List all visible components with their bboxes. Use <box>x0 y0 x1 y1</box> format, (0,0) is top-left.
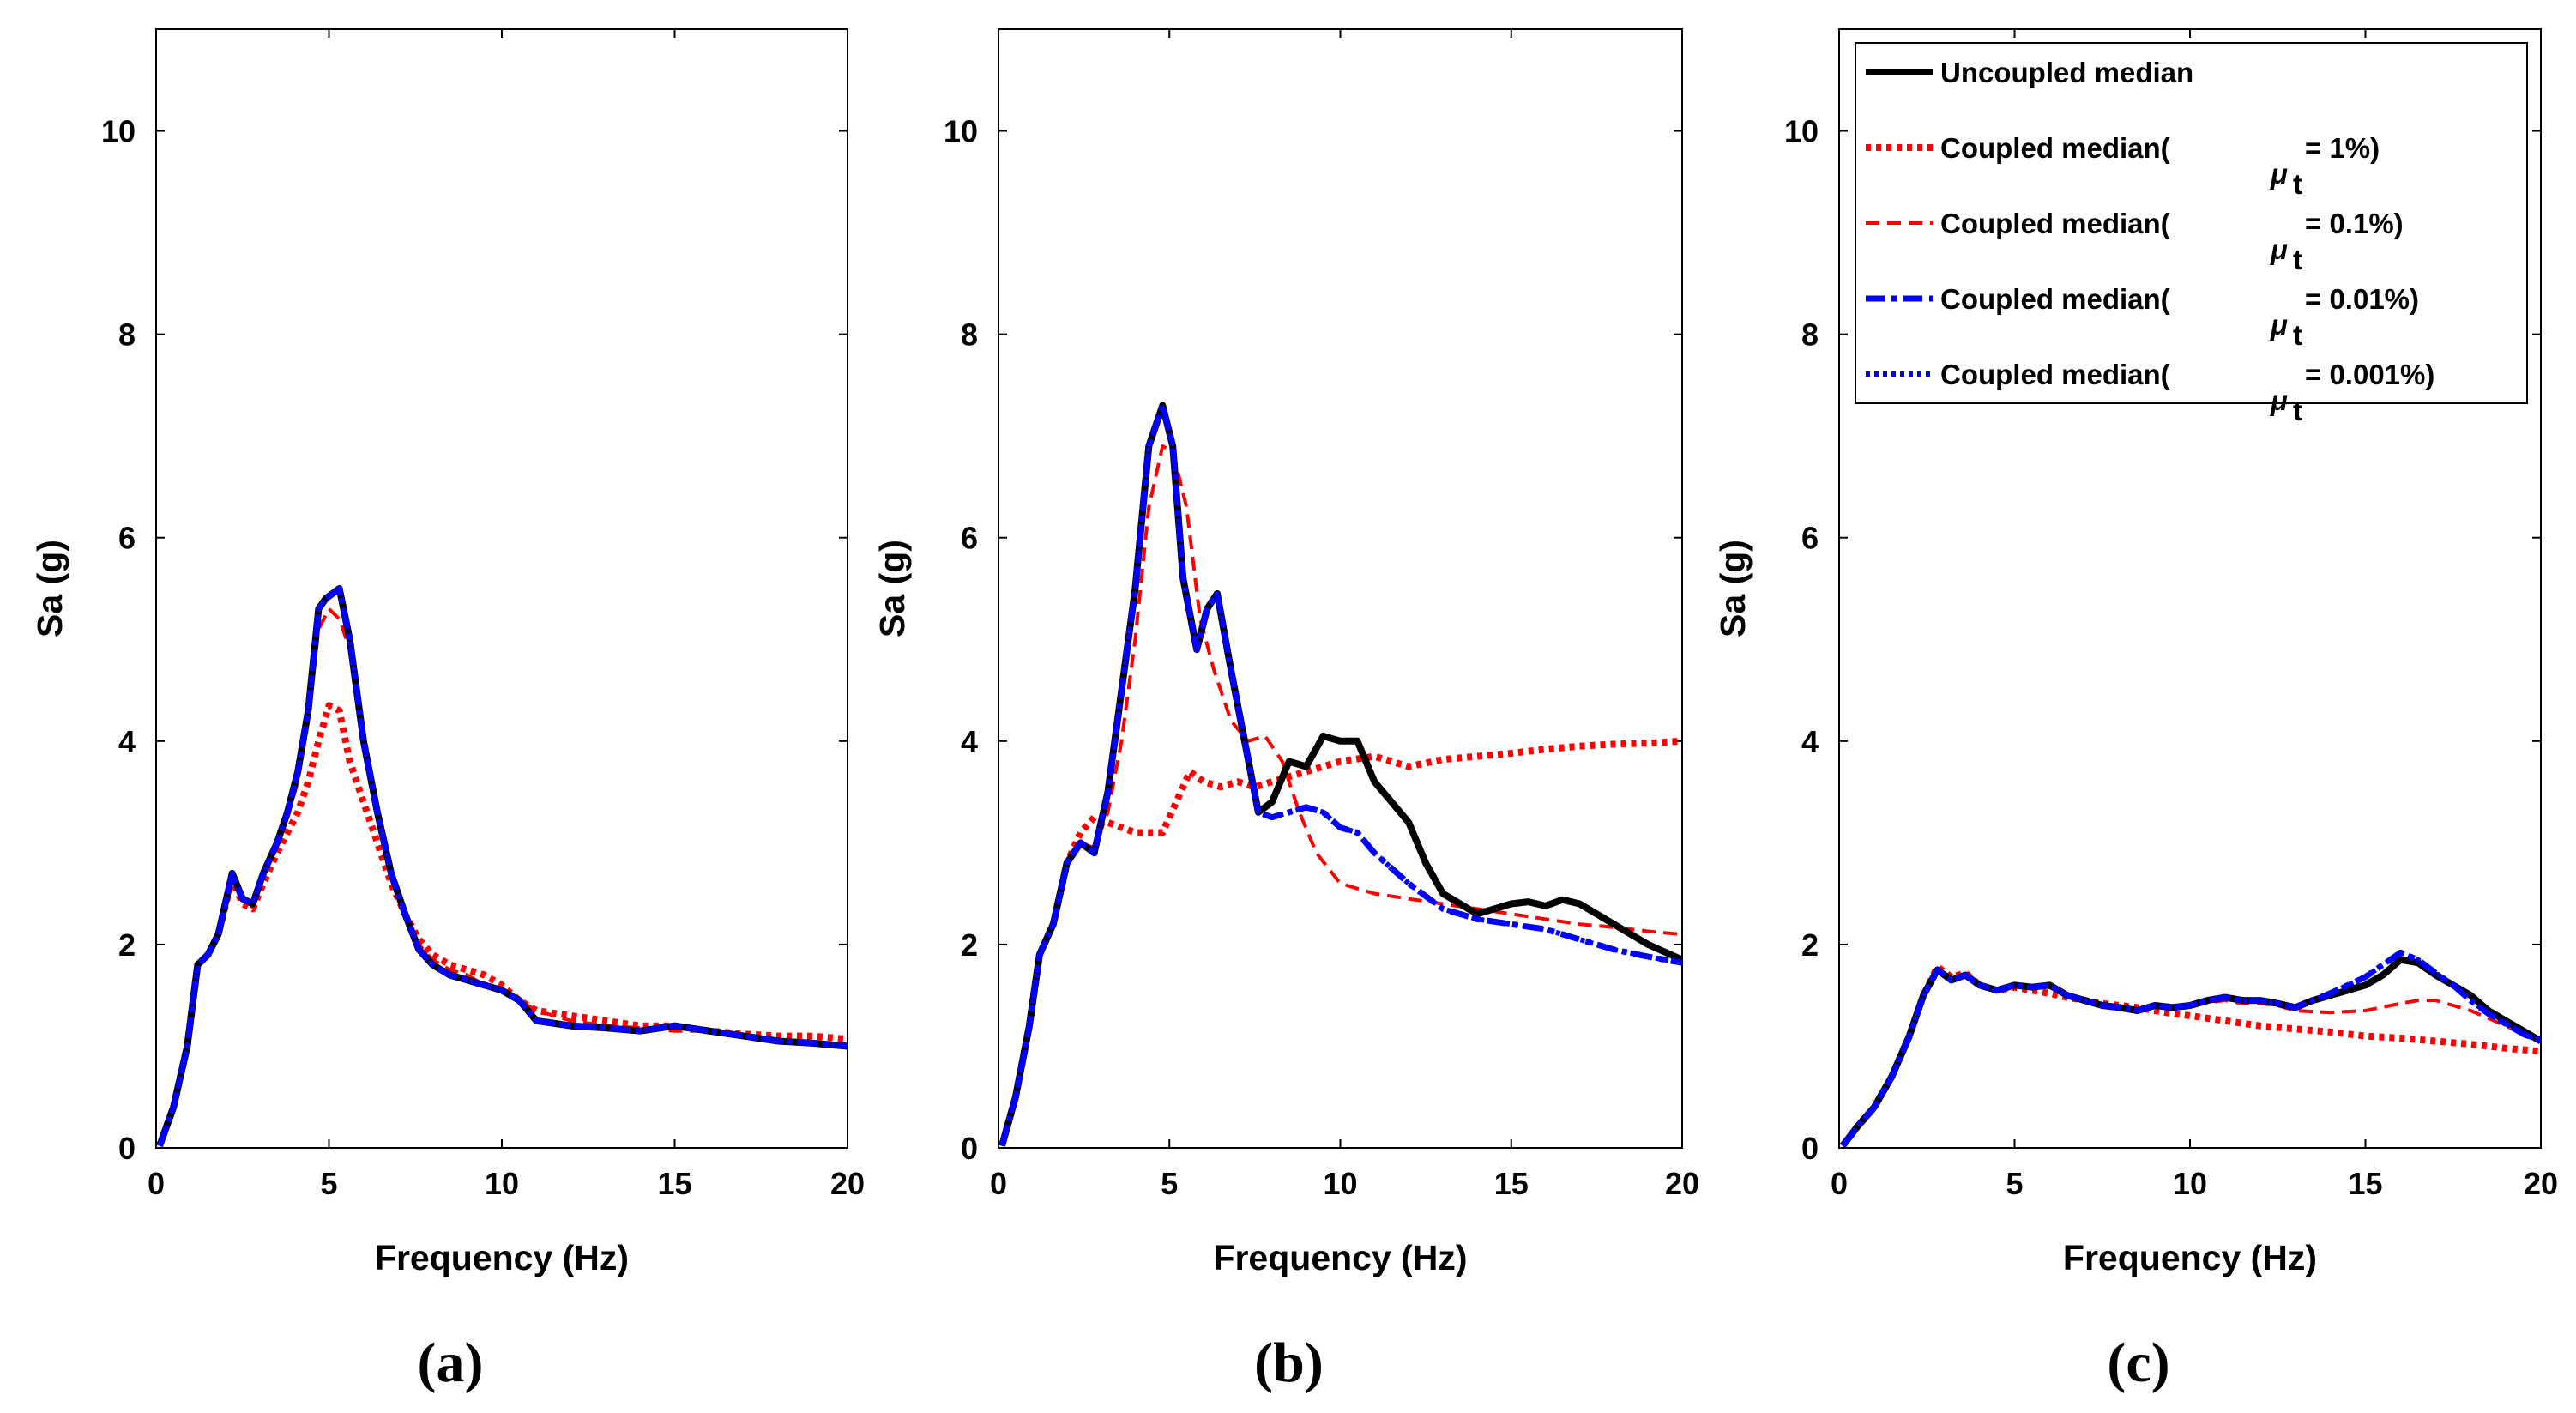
legend-mu-value: = 0.1%) <box>2305 208 2404 239</box>
x-tick-label: 5 <box>320 1166 337 1201</box>
x-axis-label: Frequency (Hz) <box>2063 1238 2317 1277</box>
series-lines <box>998 402 1682 1147</box>
x-tick-label: 20 <box>1665 1166 1699 1201</box>
x-axis-label: Frequency (Hz) <box>375 1238 629 1277</box>
y-tick-label: 2 <box>118 927 136 963</box>
y-tick-label: 2 <box>1801 927 1819 963</box>
legend-label: Coupled median( <box>1940 283 2170 315</box>
chart-panel-2: 0 5 10 15 20 0 2 4 6 8 10 Frequency (Hz) Sa (g) (b) <box>872 28 1699 1394</box>
x-tick-label: 15 <box>1494 1166 1529 1201</box>
x-tick-label: 10 <box>1323 1166 1357 1201</box>
x-tick-label: 0 <box>990 1166 1007 1201</box>
legend-mu-subscript: t <box>2293 244 2302 275</box>
y-axis-label: Sa (g) <box>872 540 912 637</box>
legend-mu-subscript: t <box>2293 168 2302 200</box>
legend-box <box>1855 42 2528 404</box>
y-tick-label: 6 <box>961 521 978 556</box>
y-tick-label: 6 <box>1801 521 1819 556</box>
x-tick-label: 0 <box>148 1166 165 1201</box>
y-tick-label: 4 <box>1801 724 1819 759</box>
series-line-coupled-0-01 <box>156 585 848 1147</box>
series-line-coupled-0-001 <box>1840 950 2541 1148</box>
y-tick-label: 8 <box>1801 317 1819 353</box>
legend-mu-value: = 0.01%) <box>2305 283 2419 315</box>
y-tick-label: 6 <box>118 521 136 556</box>
x-axis-label: Frequency (Hz) <box>1213 1238 1467 1277</box>
panel-label: (b) <box>1254 1331 1324 1394</box>
y-tick-label: 10 <box>944 114 978 149</box>
panel-label: (c) <box>2107 1331 2169 1394</box>
x-tick-label: 5 <box>1161 1166 1178 1201</box>
y-tick-label: 0 <box>1801 1131 1819 1166</box>
legend-mu-symbol: μ <box>2270 384 2288 416</box>
x-tick-label: 20 <box>830 1166 865 1201</box>
legend-mu-symbol: μ <box>2270 309 2288 341</box>
legend-mu-subscript: t <box>2293 395 2302 426</box>
y-axis-label: Sa (g) <box>1713 540 1753 637</box>
x-tick-label: 15 <box>2348 1166 2382 1201</box>
x-tick-label: 20 <box>2524 1166 2558 1201</box>
y-axis-label: Sa (g) <box>30 540 69 637</box>
legend-mu-symbol: μ <box>2270 233 2288 265</box>
y-tick-label: 2 <box>961 927 978 963</box>
x-tick-label: 10 <box>485 1166 519 1201</box>
legend-label: Coupled median( <box>1940 132 2170 164</box>
legend-mu-value: = 1%) <box>2305 132 2380 164</box>
panel-label: (a) <box>418 1331 484 1394</box>
y-tick-label: 0 <box>118 1131 136 1166</box>
legend-label: Coupled median( <box>1940 208 2170 239</box>
x-tick-label: 0 <box>1831 1166 1848 1201</box>
y-tick-label: 10 <box>101 114 136 149</box>
series-lines <box>156 585 848 1147</box>
series-line-coupled-0-01 <box>998 402 1682 1147</box>
y-tick-label: 8 <box>961 317 978 353</box>
legend-mu-value: = 0.001%) <box>2305 359 2434 390</box>
y-tick-label: 10 <box>1784 114 1819 149</box>
legend-mu-subscript: t <box>2293 319 2302 351</box>
legend-label: Uncoupled median <box>1940 57 2193 88</box>
y-tick-label: 0 <box>961 1131 978 1166</box>
y-tick-label: 8 <box>118 317 136 353</box>
legend-mu-symbol: μ <box>2270 158 2288 190</box>
series-line-coupled-1 <box>998 737 1682 1147</box>
x-tick-label: 10 <box>2173 1166 2207 1201</box>
series-lines <box>1839 949 2541 1148</box>
y-tick-label: 4 <box>118 724 136 759</box>
plot-area <box>155 28 848 1149</box>
y-tick-label: 4 <box>961 724 978 759</box>
x-tick-label: 15 <box>657 1166 691 1201</box>
chart-panel-1: 0 5 10 15 20 0 2 4 6 8 10 Frequency (Hz) Sa (g) (a) <box>30 28 865 1394</box>
legend-label: Coupled median( <box>1940 359 2170 390</box>
plot-area <box>998 28 1683 1149</box>
x-tick-label: 5 <box>2006 1166 2023 1201</box>
